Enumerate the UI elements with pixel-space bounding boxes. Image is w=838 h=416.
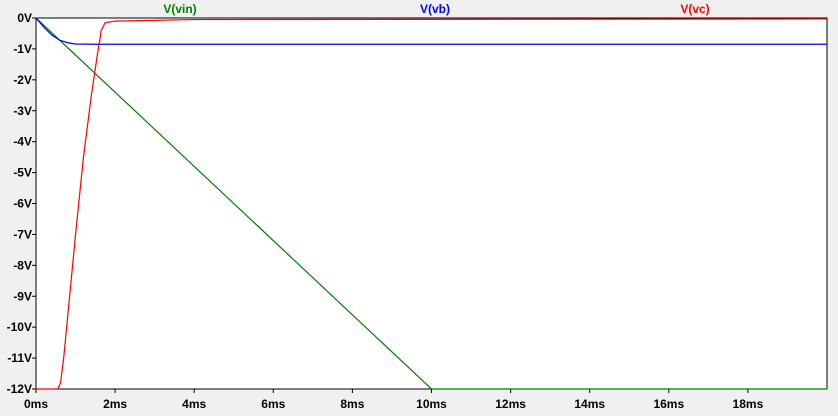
trace-v-vin	[35, 17, 827, 390]
legend-item: V(vin)	[163, 2, 196, 16]
x-tick-label: 18ms	[733, 397, 764, 411]
x-axis: 0ms 2ms 4ms 6ms 8ms 10ms 12ms 14ms 16ms 18ms	[24, 389, 764, 411]
y-tick-label: -10V	[7, 320, 32, 334]
y-tick-label: -11V	[7, 351, 32, 365]
trace-v-vc	[36, 18, 828, 390]
x-tick-label: 4ms	[182, 397, 206, 411]
x-tick-label: 10ms	[416, 397, 447, 411]
y-tick-label: -9V	[13, 289, 32, 303]
y-axis: 0V -1V -2V -3V -4V -5V -6V -7V -8V -9V -10V -11V -12…	[7, 11, 36, 396]
x-tick-label: 12ms	[495, 397, 526, 411]
trace-v-vb	[35, 17, 827, 45]
y-tick-label: -8V	[13, 258, 32, 272]
y-tick-label: -4V	[13, 135, 32, 149]
x-tick-label: 8ms	[340, 397, 364, 411]
y-tick-label: -7V	[13, 227, 32, 241]
x-tick-label: 16ms	[653, 397, 684, 411]
y-tick-label: -2V	[13, 73, 32, 87]
x-tick-label: 0ms	[24, 397, 48, 411]
x-tick-label: 6ms	[261, 397, 285, 411]
legend: V(vin) V(vb) V(vc)	[163, 2, 709, 16]
y-tick-label: -6V	[13, 197, 32, 211]
y-tick-label: 0V	[17, 11, 32, 25]
legend-item: V(vc)	[680, 2, 709, 16]
x-tick-label: 14ms	[574, 397, 605, 411]
plot-area	[35, 17, 828, 390]
y-tick-label: -5V	[13, 166, 32, 180]
y-tick-label: -3V	[13, 104, 32, 118]
x-tick-label: 2ms	[103, 397, 127, 411]
traces	[35, 17, 828, 390]
y-tick-label: -12V	[7, 382, 32, 396]
y-tick-label: -1V	[13, 42, 32, 56]
legend-item: V(vb)	[420, 2, 450, 16]
